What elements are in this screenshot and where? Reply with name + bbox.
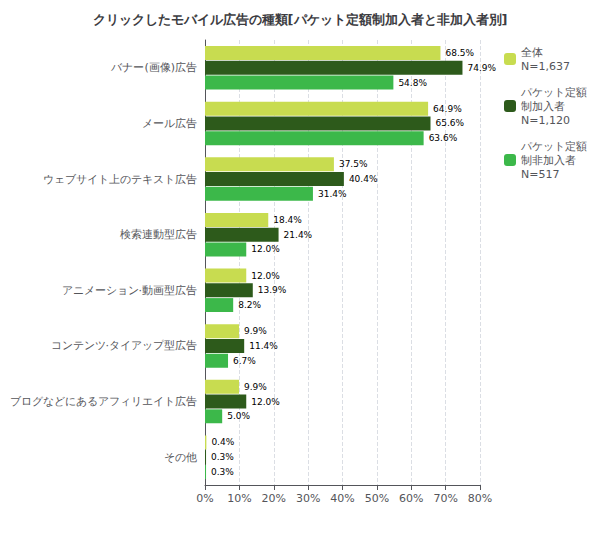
svg-text:検索連動型広告: 検索連動型広告 bbox=[120, 228, 197, 241]
svg-text:9.9%: 9.9% bbox=[244, 382, 267, 392]
svg-text:64.9%: 64.9% bbox=[433, 104, 462, 114]
svg-text:0.3%: 0.3% bbox=[211, 467, 234, 477]
svg-text:12.0%: 12.0% bbox=[251, 397, 280, 407]
svg-text:80%: 80% bbox=[468, 492, 492, 505]
svg-text:13.9%: 13.9% bbox=[258, 285, 287, 295]
svg-text:40.4%: 40.4% bbox=[349, 174, 378, 184]
svg-text:全体: 全体 bbox=[521, 46, 543, 59]
svg-text:クリックしたモバイル広告の種類[パケット定額制加入者と非加入: クリックしたモバイル広告の種類[パケット定額制加入者と非加入者別] bbox=[93, 12, 508, 27]
svg-text:その他: その他 bbox=[164, 451, 197, 464]
svg-text:65.6%: 65.6% bbox=[436, 118, 465, 128]
svg-text:54.8%: 54.8% bbox=[398, 78, 427, 88]
svg-text:68.5%: 68.5% bbox=[445, 48, 474, 58]
svg-text:ブログなどにあるアフィリエイト広告: ブログなどにあるアフィリエイト広告 bbox=[10, 395, 197, 408]
svg-text:ウェブサイト上のテキスト広告: ウェブサイト上のテキスト広告 bbox=[43, 173, 197, 186]
svg-text:8.2%: 8.2% bbox=[238, 300, 261, 310]
svg-text:パケット定額: パケット定額 bbox=[520, 86, 587, 99]
svg-text:6.7%: 6.7% bbox=[233, 356, 256, 366]
svg-text:70%: 70% bbox=[433, 492, 457, 505]
svg-text:5.0%: 5.0% bbox=[227, 411, 250, 421]
svg-text:パケット定額: パケット定額 bbox=[520, 140, 587, 153]
svg-text:10%: 10% bbox=[227, 492, 251, 505]
svg-text:40%: 40% bbox=[330, 492, 354, 505]
svg-text:メール広告: メール広告 bbox=[142, 117, 197, 130]
svg-text:50%: 50% bbox=[365, 492, 389, 505]
svg-text:9.9%: 9.9% bbox=[244, 326, 267, 336]
svg-text:バナー(画像)広告: バナー(画像)広告 bbox=[110, 61, 197, 74]
svg-text:12.0%: 12.0% bbox=[251, 244, 280, 254]
svg-text:N=517: N=517 bbox=[521, 168, 559, 181]
svg-text:60%: 60% bbox=[399, 492, 423, 505]
svg-text:コンテンツ·タイアップ型広告: コンテンツ·タイアップ型広告 bbox=[51, 339, 198, 352]
svg-text:74.9%: 74.9% bbox=[467, 63, 496, 73]
svg-text:30%: 30% bbox=[296, 492, 320, 505]
svg-text:21.4%: 21.4% bbox=[284, 230, 313, 240]
svg-text:63.6%: 63.6% bbox=[429, 133, 458, 143]
svg-text:0.3%: 0.3% bbox=[211, 452, 234, 462]
svg-text:37.5%: 37.5% bbox=[339, 159, 368, 169]
svg-text:アニメーション·動画型広告: アニメーション·動画型広告 bbox=[62, 284, 198, 297]
svg-text:N=1,637: N=1,637 bbox=[521, 60, 570, 73]
svg-text:制非加入者: 制非加入者 bbox=[521, 154, 576, 167]
svg-text:12.0%: 12.0% bbox=[251, 271, 280, 281]
svg-text:11.4%: 11.4% bbox=[249, 341, 278, 351]
svg-text:N=1,120: N=1,120 bbox=[521, 114, 570, 127]
svg-text:0.4%: 0.4% bbox=[211, 437, 234, 447]
svg-text:0%: 0% bbox=[196, 492, 213, 505]
svg-text:18.4%: 18.4% bbox=[273, 215, 302, 225]
svg-text:31.4%: 31.4% bbox=[318, 189, 347, 199]
svg-text:20%: 20% bbox=[262, 492, 286, 505]
svg-text:制加入者: 制加入者 bbox=[521, 100, 565, 113]
